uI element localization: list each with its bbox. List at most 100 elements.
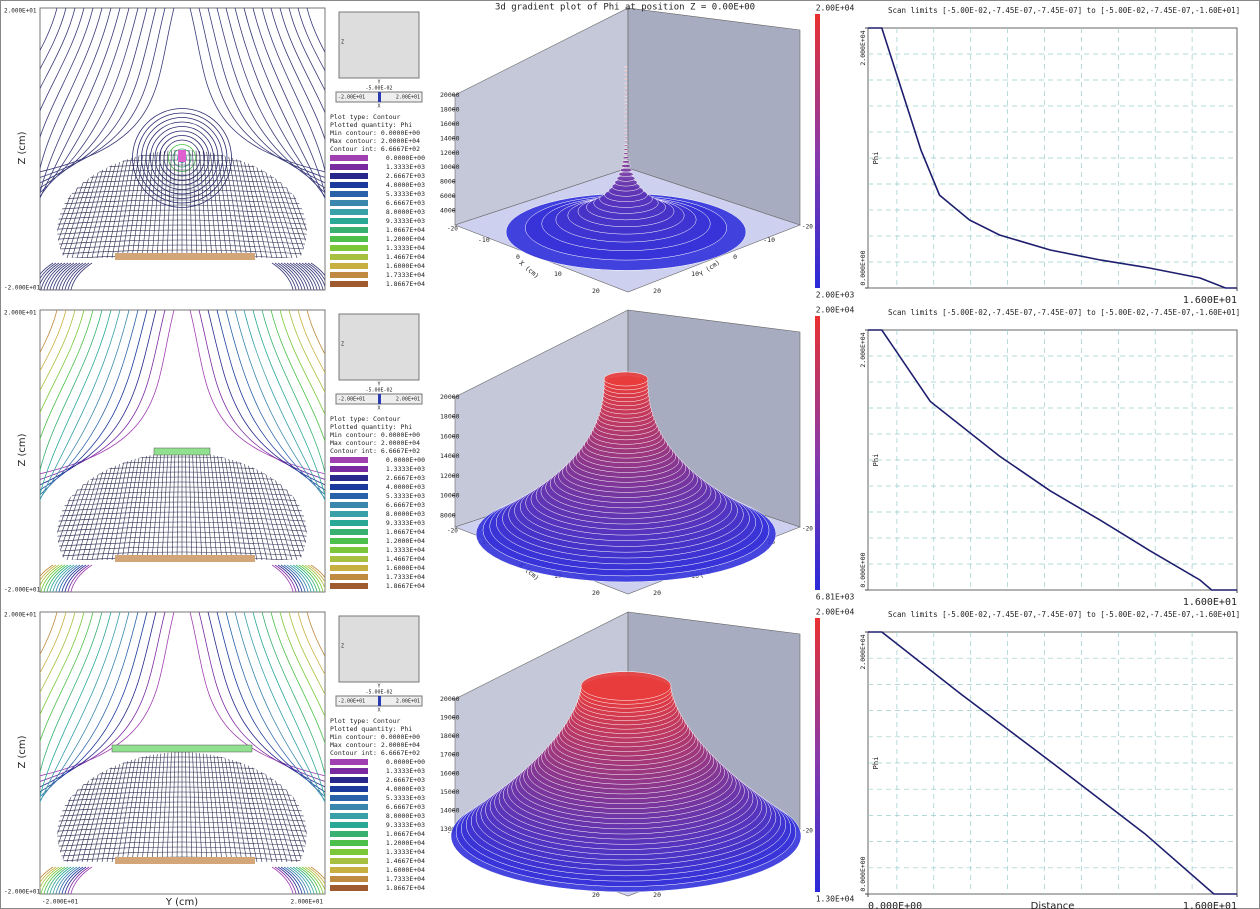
legend-swatch [330,245,368,251]
legend-swatch [330,218,368,224]
view-axis: X [377,104,380,110]
view-min: -2.00E+01 [338,397,365,403]
slider-thumb [378,696,381,706]
surface-title: 3d gradient plot of Phi at position Z = … [495,3,755,13]
legend-swatch [330,227,368,233]
chart-title: Scan limits [-5.00E-02,-7.45E-07,-7.45E-… [888,6,1240,15]
legend-swatch [330,786,368,792]
z-tick-label: 8000 [440,511,456,519]
legend-swatch [330,511,368,517]
legend-swatch [330,556,368,562]
surface-band [624,104,627,105]
legend-swatch [330,254,368,260]
y-tick-label: 0.000E+00 [859,250,867,285]
surface-band [624,124,627,125]
legend-swatch [330,795,368,801]
legend-swatch [330,831,368,837]
legend-swatch [330,583,368,589]
legend-swatch [330,263,368,269]
surface-band [624,132,627,133]
base-tick-label: 20 [592,891,600,899]
y-tick-label: 0.000E+00 [859,856,867,891]
axis-end-label: 2.000E+01 [4,310,37,317]
legend-level: 1.4667E+04 [386,253,425,261]
floor-label: -20 [447,528,458,535]
base-tick-label: 0 [516,253,520,261]
legend-level: 0.0000E+00 [386,456,425,464]
legend-level: 2.6667E+03 [386,776,425,784]
legend-swatch [330,876,368,882]
legend-swatch [330,520,368,526]
legend-level: 1.6000E+04 [386,866,425,874]
legend-level: 4.0000E+03 [386,785,425,793]
y-tick-label: 2.000E+04 [859,332,867,367]
x-tick-label: 1.600E+01 [1183,597,1237,608]
legend-level: 1.2000E+04 [386,839,425,847]
x-tick-label: 1.600E+01 [1183,901,1237,909]
legend-level: 1.3333E+04 [386,546,425,554]
y-axis-label: Phi [872,454,880,467]
surface-band [624,145,628,146]
legend-info: Plot type: Contour [330,113,401,121]
legend-swatch [330,538,368,544]
y-axis-label: Phi [872,152,880,165]
x-tick-label: 1.600E+01 [1183,295,1237,306]
legend-swatch [330,164,368,170]
legend-level: 9.3333E+03 [386,821,425,829]
legend-level: 6.6667E+03 [386,803,425,811]
surface-band [624,91,627,92]
z-tick-label: 16000 [440,432,460,440]
z-tick-label: 6000 [440,192,456,200]
legend-info: Contour int: 6.6667E+02 [330,447,420,455]
legend-level: 8.0000E+03 [386,208,425,216]
z-tick-label: 12000 [440,149,460,157]
view-position: -5.00E-02 [365,86,392,92]
slider-thumb [378,92,381,102]
legend-level: 1.8667E+04 [386,280,425,288]
legend-swatch [330,281,368,287]
legend-level: 1.0667E+04 [386,226,425,234]
legend-swatch [330,529,368,535]
legend-level: 5.3333E+03 [386,190,425,198]
legend-info: Plot type: Contour [330,415,401,423]
surface-band [624,120,627,121]
x-tick-label: 0.000E+00 [868,901,922,909]
z-tick-label: 16000 [440,769,460,777]
legend-level: 1.7333E+04 [386,573,425,581]
contour-frame [40,612,325,894]
surface-band [619,172,634,177]
legend-level: 2.6667E+03 [386,172,425,180]
x-axis-label: Y (cm) [165,897,198,908]
colorbar [815,316,820,590]
z-tick-label: 18000 [440,105,460,113]
z-tick-label: 16000 [440,120,460,128]
legend-level: 4.0000E+03 [386,483,425,491]
legend-info: Plot type: Contour [330,717,401,725]
surface-band [604,372,648,386]
legend-level: 1.3333E+04 [386,244,425,252]
legend-swatch [330,466,368,472]
surface-band [624,95,627,96]
legend-swatch [330,209,368,215]
z-tick-label: 4000 [440,207,456,215]
z-tick-label: 10000 [440,492,460,500]
surface-band [623,157,630,159]
page: 2.000E+01-2.000E+01Z (cm)ZY-5.00E-02-2.0… [0,0,1260,909]
z-tick-label: 14000 [440,452,460,460]
surface-band [625,71,628,72]
z-tick-label: 12000 [440,472,460,480]
surface-band [624,128,627,129]
colorbar-max: 2.00E+04 [816,4,855,13]
legend-level: 1.6000E+04 [386,564,425,572]
legend-level: 0.0000E+00 [386,758,425,766]
ground-plate [115,555,255,562]
surface-band [581,672,671,701]
colorbar-max: 2.00E+04 [816,306,855,315]
x-max-label: 2.000E+01 [290,899,323,906]
legend-level: 5.3333E+03 [386,794,425,802]
legend-info: Min contour: 0.0000E+00 [330,733,420,741]
y-axis-label: Z (cm) [17,433,28,466]
wall-label: -20 [802,828,813,835]
legend-level: 1.3333E+04 [386,848,425,856]
legend-swatch [330,574,368,580]
